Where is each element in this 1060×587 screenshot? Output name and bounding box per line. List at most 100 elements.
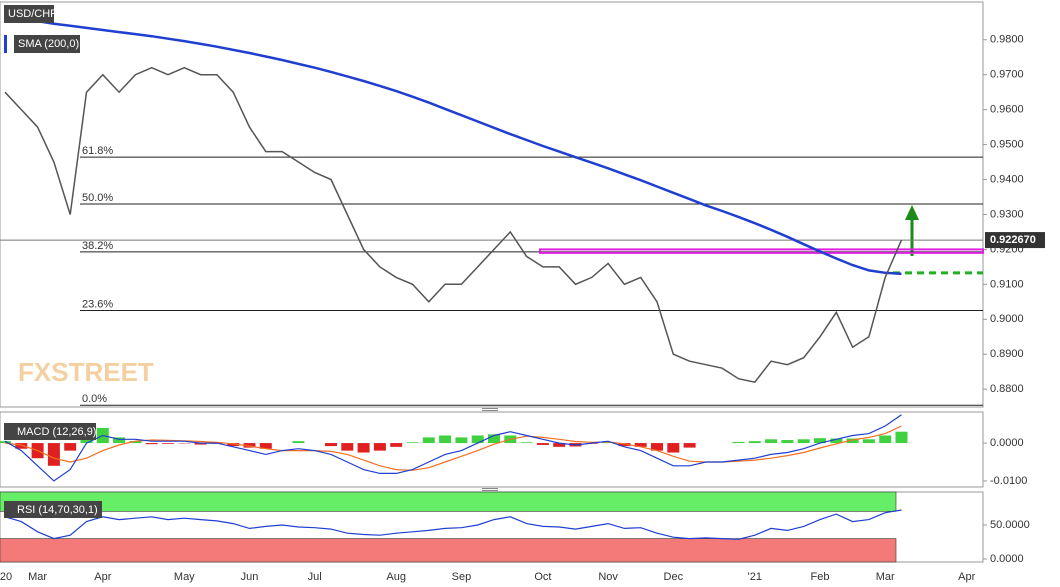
histogram-bar <box>536 443 549 445</box>
resistance-zone <box>539 248 984 254</box>
main-panel <box>0 1 984 408</box>
y-tick-label: 0.8900 <box>990 348 1024 360</box>
series-line <box>4 509 902 540</box>
x-tick-label: Jun <box>241 571 259 583</box>
fib-label: 38.2% <box>82 240 113 252</box>
x-tick-label: '21 <box>748 571 762 583</box>
x-tick-label: Mar <box>876 571 895 583</box>
histogram-bar <box>488 434 500 444</box>
x-tick-label: Dec <box>664 571 684 583</box>
histogram-bar <box>145 443 158 445</box>
x-tick-label: Sep <box>452 571 472 583</box>
histogram-bar <box>292 441 305 444</box>
overbought-zone <box>0 491 897 512</box>
histogram-bar <box>439 435 452 444</box>
y-tick-label: 0.9400 <box>990 173 1024 185</box>
histogram-bar <box>748 441 761 444</box>
macd-panel <box>0 411 984 488</box>
y-tick-label: 0.0000 <box>990 553 1024 565</box>
watermark: FXSTREET <box>18 357 154 387</box>
fib-label: 61.8% <box>82 145 113 157</box>
histogram-bar <box>879 435 892 444</box>
histogram-bar <box>227 443 240 447</box>
x-tick-label: Aug <box>386 571 406 583</box>
histogram-bar <box>113 437 126 444</box>
histogram-bar <box>667 443 680 453</box>
histogram-bar <box>243 443 256 448</box>
legend-entry: SMA (200,0) <box>18 38 79 50</box>
y-tick-label: 0.9000 <box>990 313 1024 325</box>
histogram-bar <box>422 437 435 444</box>
y-tick-label: 0.0000 <box>990 437 1024 449</box>
histogram-bar <box>651 443 663 451</box>
x-tick-label: Feb <box>811 571 830 583</box>
histogram-bar <box>259 443 272 449</box>
histogram-bar <box>683 443 696 448</box>
histogram-bar <box>846 438 859 444</box>
last-price-box <box>985 232 1045 249</box>
rsi-title: RSI (14,70,30,1) <box>17 504 98 516</box>
legend-box <box>14 35 80 53</box>
histogram-bar <box>862 439 875 444</box>
histogram-bar <box>162 443 174 444</box>
histogram-bar <box>602 442 615 444</box>
histogram-bar <box>797 439 810 444</box>
histogram-bar <box>341 443 354 451</box>
y-tick-label: 0.9700 <box>990 69 1024 81</box>
title-box <box>4 501 102 518</box>
series-line <box>4 425 902 471</box>
panel-handle <box>482 408 498 491</box>
histogram-bar <box>455 437 468 444</box>
histogram-bar <box>129 441 142 444</box>
histogram-bar <box>553 443 566 447</box>
y-tick-label: 0.9500 <box>990 138 1024 150</box>
x-tick-label: '20 <box>0 571 12 583</box>
y-tick-label: -0.0100 <box>990 475 1027 487</box>
histogram-bar <box>15 443 28 449</box>
histogram-bar <box>390 443 403 447</box>
series-line <box>4 66 903 384</box>
histogram-bar <box>194 443 207 445</box>
histogram-bar <box>895 431 908 444</box>
histogram-bar <box>765 439 778 444</box>
y-tick-label: 0.9100 <box>990 278 1024 290</box>
histogram-bar <box>406 442 419 444</box>
x-tick-label: May <box>174 571 195 583</box>
y-tick-label: 0.9300 <box>990 208 1024 220</box>
fib-label: 23.6% <box>82 298 113 310</box>
macd-title: MACD (12,26,9) <box>17 426 96 438</box>
x-tick-label: Apr <box>94 571 111 583</box>
series-line <box>4 414 902 482</box>
histogram-bar <box>830 438 843 444</box>
histogram-bar <box>47 443 60 466</box>
plot-layer: 0.88000.89000.90000.91000.92000.93000.94… <box>0 15 1045 583</box>
histogram-bar <box>618 443 631 447</box>
x-tick-label: Mar <box>28 571 47 583</box>
legend-swatch <box>4 35 7 53</box>
y-tick-label: 0.9600 <box>990 104 1024 116</box>
histogram-bar <box>732 441 745 444</box>
y-tick-label: 0.8800 <box>990 383 1024 395</box>
histogram-bar <box>373 443 386 451</box>
y-tick-label: 0.9800 <box>990 34 1024 46</box>
histogram-bar <box>471 435 484 444</box>
x-tick-label: Nov <box>598 571 618 583</box>
histogram-bar <box>634 443 647 447</box>
y-tick-label: 50.0000 <box>990 519 1030 531</box>
x-tick-label: Apr <box>958 571 975 583</box>
histogram-bar <box>520 442 533 444</box>
histogram-bar <box>64 443 77 451</box>
title-box <box>4 423 96 440</box>
histogram-bar <box>325 443 337 447</box>
histogram-bar <box>814 438 826 444</box>
chart-title: USD/CHF <box>8 8 57 20</box>
title-box <box>4 5 54 23</box>
fib-label: 50.0% <box>82 192 113 204</box>
x-tick-label: Jul <box>308 571 322 583</box>
fib-label: 0.0% <box>82 393 107 405</box>
oversold-zone <box>0 538 897 563</box>
series-line <box>4 15 902 276</box>
last-price-label: 0.922670 <box>990 234 1036 246</box>
histogram-bar <box>781 440 794 444</box>
